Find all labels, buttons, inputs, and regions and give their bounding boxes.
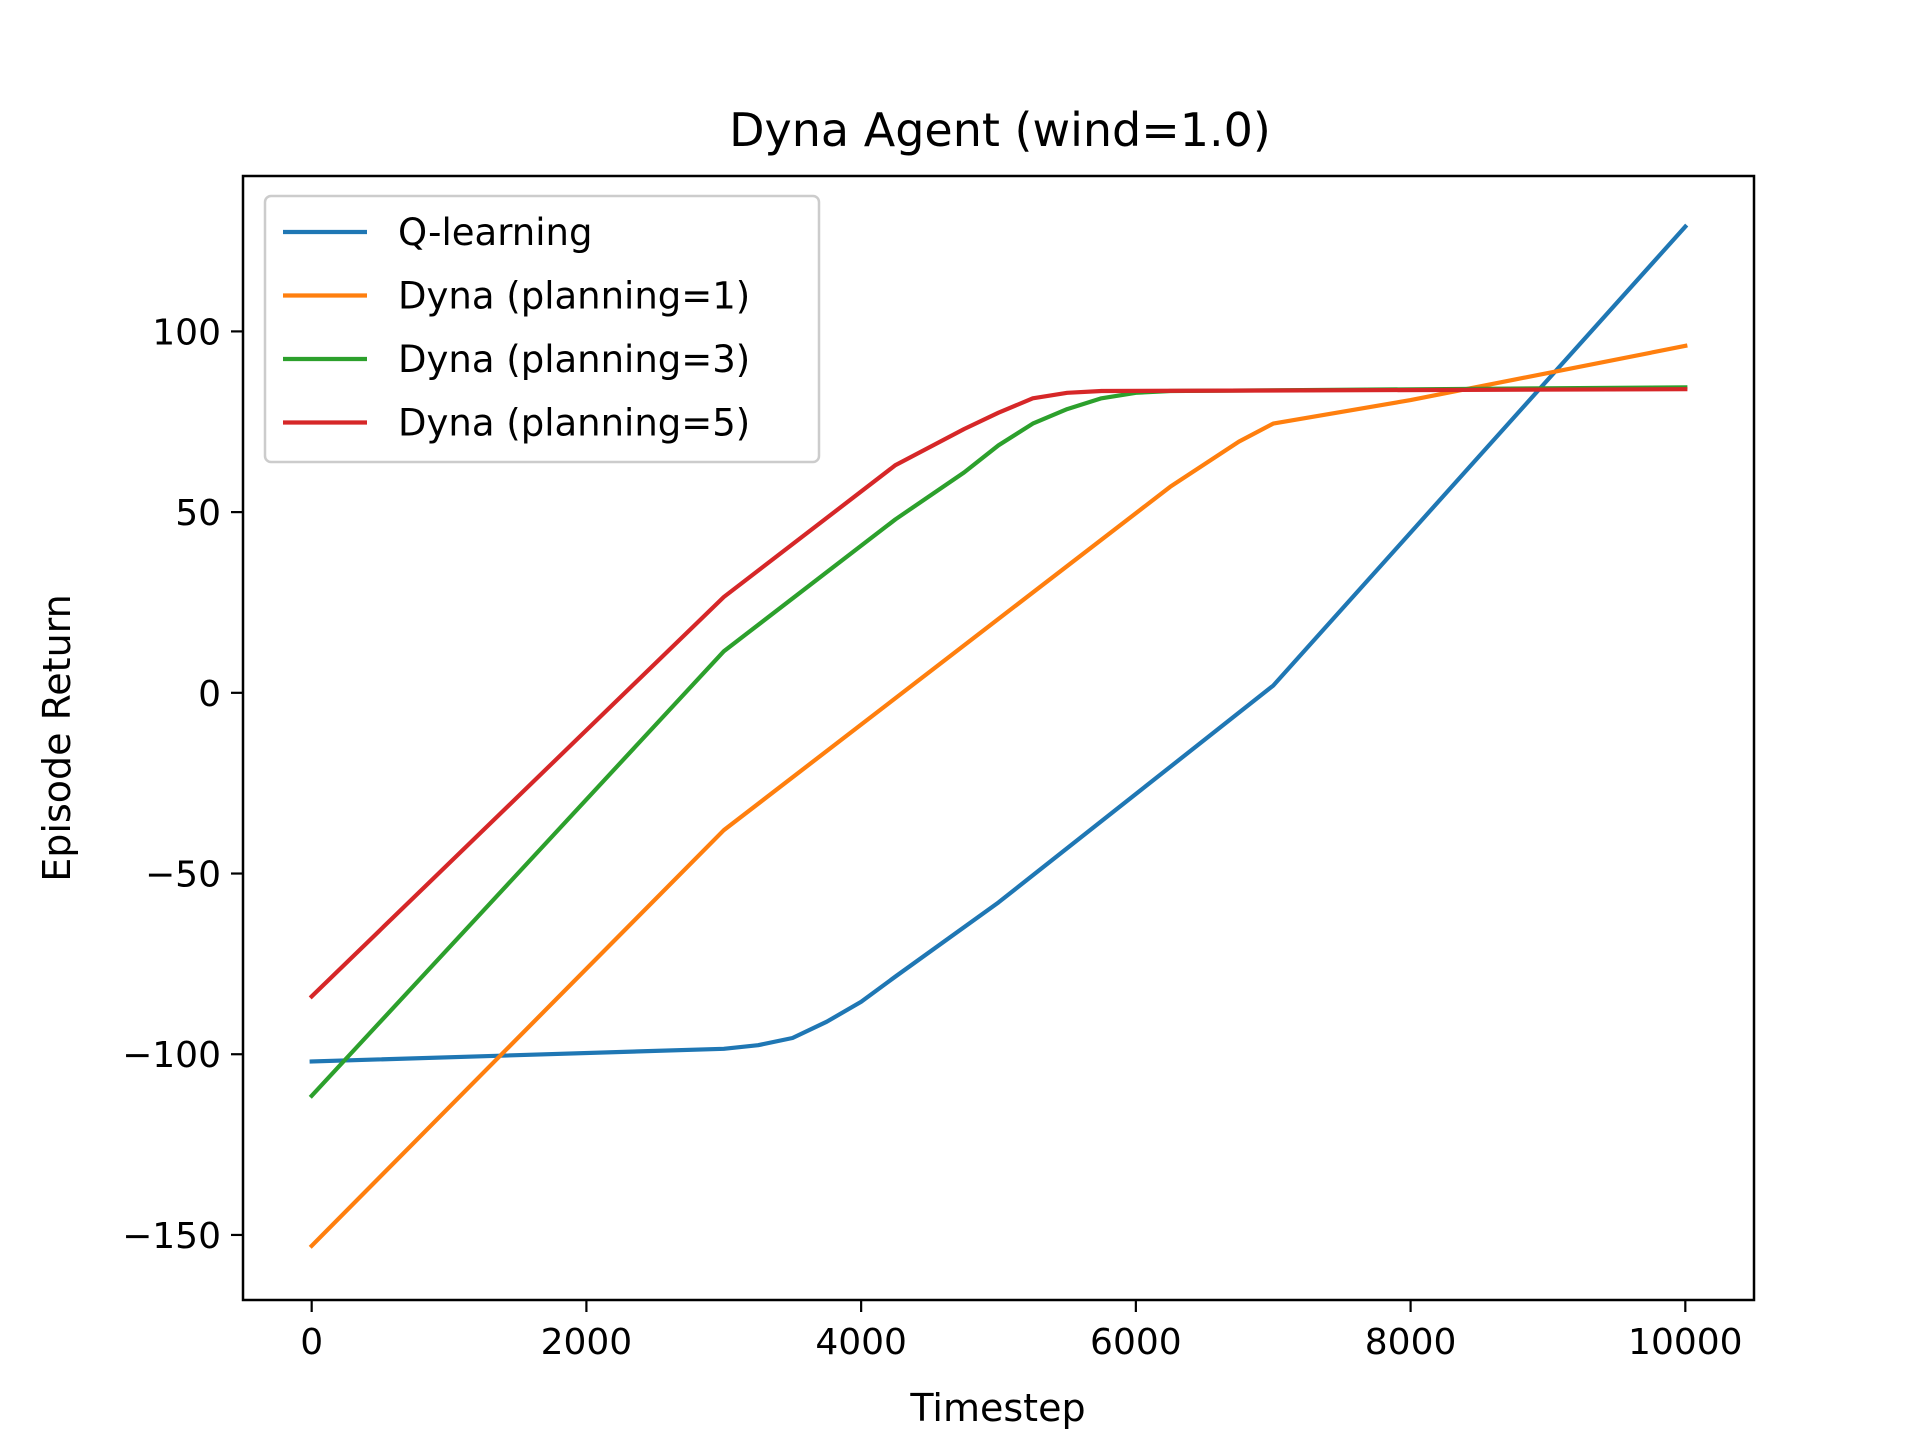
x-axis: 0 2000 4000 6000 8000 10000: [300, 1300, 1743, 1363]
chart-title: Dyna Agent (wind=1.0): [729, 103, 1271, 157]
y-tick-label: −150: [122, 1216, 221, 1257]
x-tick-label: 6000: [1090, 1322, 1182, 1363]
series-line-1: [309, 223, 1689, 1064]
y-tick-label: −100: [122, 1035, 221, 1076]
legend-items: Q-learning Dyna (planning=1) Dyna (plannin…: [283, 211, 750, 445]
legend-label-2: Dyna (planning=1): [398, 275, 750, 318]
x-axis-label: Timestep: [909, 1386, 1085, 1430]
x-tick-label: 2000: [541, 1322, 633, 1363]
legend: Q-learning Dyna (planning=1) Dyna (plannin…: [263, 194, 821, 464]
series-layer: [308, 223, 1689, 1249]
y-axis-label: Episode Return: [35, 594, 79, 881]
x-tick-label: 10000: [1628, 1322, 1743, 1363]
series-line-4: [308, 387, 1688, 1000]
y-tick-label: 100: [152, 312, 221, 353]
plot-area: [241, 174, 1756, 1302]
series-line-2: [308, 343, 1688, 1249]
x-tick-label: 0: [300, 1322, 323, 1363]
y-axis: −150 −100 −50 0 50 100: [122, 312, 243, 1257]
y-tick-label: −50: [145, 855, 221, 896]
axes-frame: [241, 174, 1756, 1302]
legend-label-1: Q-learning: [398, 211, 592, 254]
y-tick-label: 50: [175, 493, 221, 534]
x-tick-label: 4000: [815, 1322, 907, 1363]
x-tick-label: 8000: [1365, 1322, 1457, 1363]
legend-label-3: Dyna (planning=3): [398, 338, 750, 381]
legend-box: [263, 194, 821, 464]
y-tick-label: 0: [198, 674, 221, 715]
legend-label-4: Dyna (planning=5): [398, 402, 750, 445]
